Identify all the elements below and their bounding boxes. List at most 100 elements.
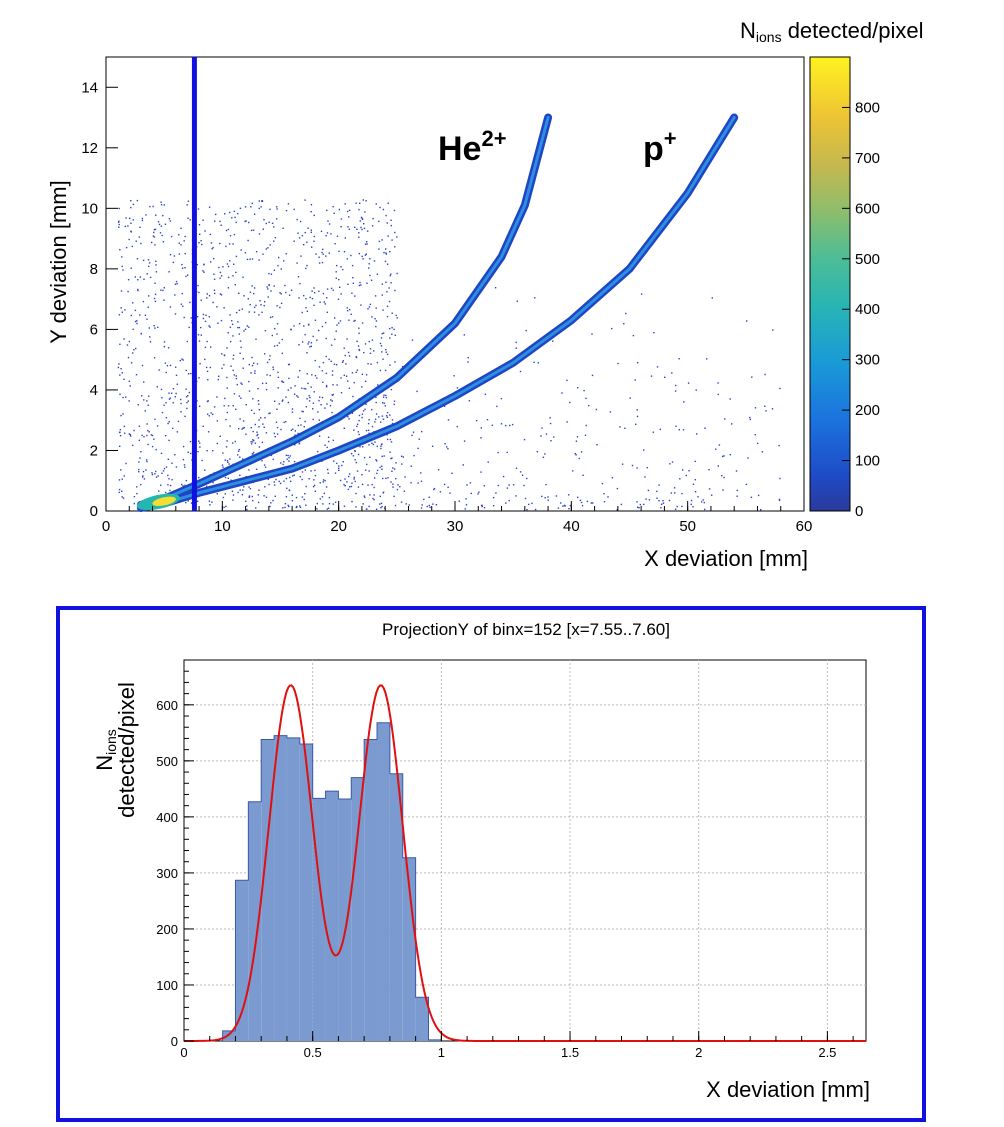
noise-dot [566,379,568,382]
noise-dot [180,303,183,305]
noise-dot [446,446,448,448]
noise-dot [351,372,354,374]
noise-dot [575,454,577,456]
noise-dot [358,232,360,234]
noise-dot [139,314,141,316]
noise-dot [327,472,329,474]
noise-dot [381,468,383,470]
noise-dot [515,467,518,469]
noise-dot [255,251,258,253]
noise-dot [237,450,240,452]
noise-dot [286,458,288,460]
noise-dot [219,293,222,295]
noise-dot [283,480,285,482]
noise-dot [258,314,260,316]
noise-dot [232,494,235,496]
noise-dot [145,459,148,461]
noise-dot [380,337,383,339]
noise-dot [250,427,252,429]
noise-dot [242,427,244,429]
noise-dot [381,239,383,241]
noise-dot [266,361,269,364]
noise-dot [185,501,187,504]
noise-dot [591,333,593,335]
noise-dot [293,240,295,242]
noise-dot [224,476,227,479]
noise-dot [229,425,231,427]
noise-dot [151,434,154,437]
noise-dot [688,470,690,472]
noise-dot [364,243,367,245]
noise-dot [257,494,259,496]
noise-dot [224,459,226,461]
noise-dot [310,470,312,472]
noise-dot [635,423,637,425]
noise-dot [279,306,281,309]
noise-dot [519,370,522,373]
noise-dot [118,226,120,228]
noise-dot [390,282,392,284]
noise-dot [181,292,183,295]
noise-dot [764,373,766,376]
noise-dot [481,505,483,508]
noise-dot [262,423,264,425]
noise-dot [322,479,325,481]
noise-dot [146,318,148,320]
noise-dot [322,361,325,364]
noise-dot [313,304,315,306]
noise-dot [340,218,343,220]
noise-dot [276,333,278,335]
histogram-bar [415,997,429,1041]
noise-dot [356,470,359,472]
noise-dot [190,372,192,375]
colorbar-tick-label: 200 [855,402,880,419]
noise-dot [370,279,373,281]
noise-dot [252,229,255,231]
noise-dot [706,358,708,360]
noise-dot [253,439,255,442]
noise-dot [154,293,157,296]
noise-dot [372,497,374,500]
noise-dot [152,205,154,208]
noise-dot [577,387,579,389]
noise-dot [382,477,384,480]
noise-dot [360,304,362,306]
noise-dot [181,483,183,486]
noise-dot [358,414,361,417]
noise-dot [175,374,178,376]
noise-dot [761,451,763,453]
noise-dot [702,499,704,501]
noise-dot [351,264,354,267]
noise-dot [319,482,321,484]
noise-dot [258,207,260,210]
noise-dot [389,251,391,253]
noise-dot [366,463,368,466]
colorbar-tick-label: 300 [855,352,880,369]
noise-dot [386,416,389,418]
noise-dot [391,327,393,329]
noise-dot [681,505,683,508]
noise-dot [197,334,200,336]
noise-dot [162,214,164,217]
noise-dot [123,475,125,477]
noise-dot [381,415,384,417]
noise-dot [286,487,288,489]
noise-dot [222,466,224,468]
noise-dot [325,372,328,375]
noise-dot [250,206,252,208]
noise-dot [134,276,136,278]
noise-dot [332,393,334,396]
noise-dot [549,422,552,425]
noise-dot [211,501,213,503]
noise-dot [210,412,212,414]
noise-dot [385,214,387,217]
noise-dot [365,403,367,405]
noise-dot [307,227,309,229]
noise-dot [365,469,367,471]
noise-dot [162,289,164,292]
noise-dot [497,484,499,487]
noise-dot [190,317,192,319]
noise-dot [305,388,307,390]
noise-dot [778,499,781,501]
noise-dot [221,464,224,466]
